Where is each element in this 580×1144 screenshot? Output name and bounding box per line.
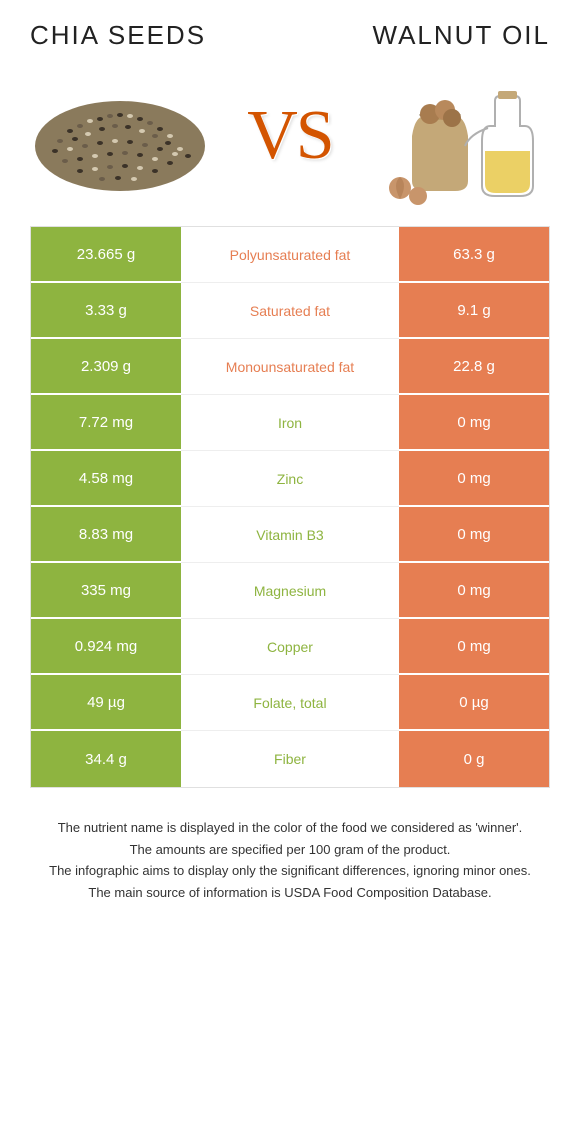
right-value: 0 mg (399, 563, 549, 619)
nutrient-label: Folate, total (181, 675, 399, 731)
nutrient-label: Iron (181, 395, 399, 451)
right-value: 0 mg (399, 451, 549, 507)
nutrient-row: 3.33 gSaturated fat9.1 g (31, 283, 549, 339)
nutrient-row: 23.665 gPolyunsaturated fat63.3 g (31, 227, 549, 283)
images-row: VS (30, 66, 550, 206)
chia-seeds-image (30, 66, 210, 206)
right-value: 9.1 g (399, 283, 549, 339)
left-value: 0.924 mg (31, 619, 181, 675)
nutrient-label: Zinc (181, 451, 399, 507)
right-value: 63.3 g (399, 227, 549, 283)
left-value: 335 mg (31, 563, 181, 619)
right-value: 0 mg (399, 619, 549, 675)
nutrient-row: 335 mgMagnesium0 mg (31, 563, 549, 619)
nutrient-label: Saturated fat (181, 283, 399, 339)
left-food-title: Chia seeds (30, 20, 206, 51)
right-value: 22.8 g (399, 339, 549, 395)
vs-badge: VS (247, 96, 332, 176)
nutrient-row: 34.4 gFiber0 g (31, 731, 549, 787)
left-value: 2.309 g (31, 339, 181, 395)
nutrient-label: Copper (181, 619, 399, 675)
right-value: 0 mg (399, 395, 549, 451)
footer-line: The nutrient name is displayed in the co… (40, 818, 540, 838)
left-value: 23.665 g (31, 227, 181, 283)
left-value: 8.83 mg (31, 507, 181, 563)
left-value: 3.33 g (31, 283, 181, 339)
footer-line: The amounts are specified per 100 gram o… (40, 840, 540, 860)
nutrient-label: Vitamin B3 (181, 507, 399, 563)
footer-line: The main source of information is USDA F… (40, 883, 540, 903)
nutrient-label: Monounsaturated fat (181, 339, 399, 395)
right-value: 0 mg (399, 507, 549, 563)
nutrient-label: Fiber (181, 731, 399, 787)
walnut-oil-image (370, 66, 550, 206)
footer-notes: The nutrient name is displayed in the co… (30, 818, 550, 902)
nutrient-row: 8.83 mgVitamin B30 mg (31, 507, 549, 563)
nutrient-row: 0.924 mgCopper0 mg (31, 619, 549, 675)
left-value: 34.4 g (31, 731, 181, 787)
nutrient-row: 49 µgFolate, total0 µg (31, 675, 549, 731)
footer-line: The infographic aims to display only the… (40, 861, 540, 881)
nutrient-label: Magnesium (181, 563, 399, 619)
header-row: Chia seeds Walnut oil (30, 20, 550, 51)
left-value: 4.58 mg (31, 451, 181, 507)
nutrient-row: 4.58 mgZinc0 mg (31, 451, 549, 507)
nutrient-row: 7.72 mgIron0 mg (31, 395, 549, 451)
nutrient-table: 23.665 gPolyunsaturated fat63.3 g3.33 gS… (30, 226, 550, 788)
nutrient-row: 2.309 gMonounsaturated fat22.8 g (31, 339, 549, 395)
right-value: 0 µg (399, 675, 549, 731)
right-food-title: Walnut oil (373, 20, 550, 51)
nutrient-label: Polyunsaturated fat (181, 227, 399, 283)
left-value: 49 µg (31, 675, 181, 731)
left-value: 7.72 mg (31, 395, 181, 451)
right-value: 0 g (399, 731, 549, 787)
